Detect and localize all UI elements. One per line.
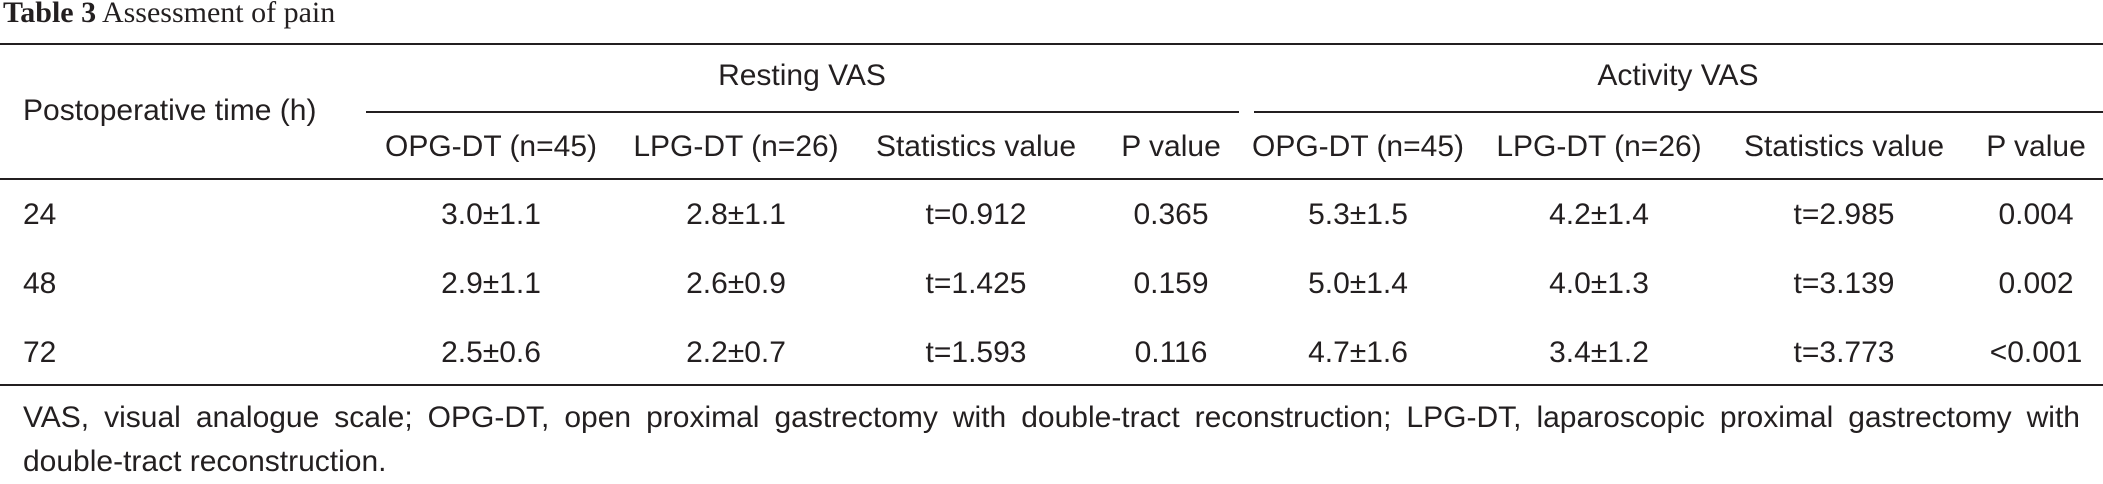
group-header-activity: Activity VAS xyxy=(1597,59,1759,92)
table-cell: 0.002 xyxy=(1998,267,2074,300)
table-cell: 0.365 xyxy=(1133,198,1209,231)
column-header: LPG-DT (n=26) xyxy=(633,130,839,163)
column-header: Statistics value xyxy=(1743,130,1945,163)
table-title: Assessment of pain xyxy=(101,0,336,29)
table-cell: 4.2±1.4 xyxy=(1549,198,1649,231)
table-cell: t=3.773 xyxy=(1793,336,1895,369)
table-cell: 0.116 xyxy=(1134,336,1208,369)
column-header: OPG-DT (n=45) xyxy=(384,130,598,163)
group-rule-resting xyxy=(366,111,1239,113)
table-cell: t=1.593 xyxy=(925,336,1027,369)
top-rule xyxy=(0,43,2103,45)
row-time: 24 xyxy=(23,198,57,231)
table-cell: 0.159 xyxy=(1133,267,1209,300)
column-header: Statistics value xyxy=(875,130,1077,163)
table-cell: 2.5±0.6 xyxy=(441,336,541,369)
column-header: LPG-DT (n=26) xyxy=(1496,130,1702,163)
table-cell: <0.001 xyxy=(1989,336,2083,369)
table-cell: 5.3±1.5 xyxy=(1308,198,1408,231)
row-header: Postoperative time (h) xyxy=(23,94,317,127)
table-cell: t=1.425 xyxy=(925,267,1027,300)
table-cell: 2.6±0.9 xyxy=(686,267,786,300)
table-cell: t=0.912 xyxy=(925,198,1027,231)
table-cell: 2.2±0.7 xyxy=(686,336,786,369)
table-cell: 2.8±1.1 xyxy=(686,198,786,231)
column-header: OPG-DT (n=45) xyxy=(1251,130,1465,163)
table-cell: 3.4±1.2 xyxy=(1549,336,1649,369)
column-header: P value xyxy=(1121,130,1221,163)
row-time: 72 xyxy=(23,336,57,369)
table-cell: 2.9±1.1 xyxy=(441,267,541,300)
table-footnote: VAS, visual analogue scale; OPG-DT, open… xyxy=(23,401,2080,478)
table-cell: 4.0±1.3 xyxy=(1549,267,1649,300)
group-header-resting: Resting VAS xyxy=(718,59,886,92)
table-cell: 4.7±1.6 xyxy=(1308,336,1408,369)
table-cell: t=2.985 xyxy=(1793,198,1895,231)
table-cell: 0.004 xyxy=(1998,198,2074,231)
group-rule-activity xyxy=(1254,111,2103,113)
table-caption: Table 3 Assessment of pain xyxy=(3,0,335,30)
column-header: P value xyxy=(1986,130,2086,163)
table-cell: 5.0±1.4 xyxy=(1308,267,1408,300)
row-time: 48 xyxy=(23,267,57,300)
table-label: Table 3 xyxy=(3,0,97,29)
table-cell: 3.0±1.1 xyxy=(441,198,541,231)
table-cell: t=3.139 xyxy=(1793,267,1895,300)
header-bottom-rule xyxy=(0,178,2103,180)
body-bottom-rule xyxy=(0,384,2103,386)
